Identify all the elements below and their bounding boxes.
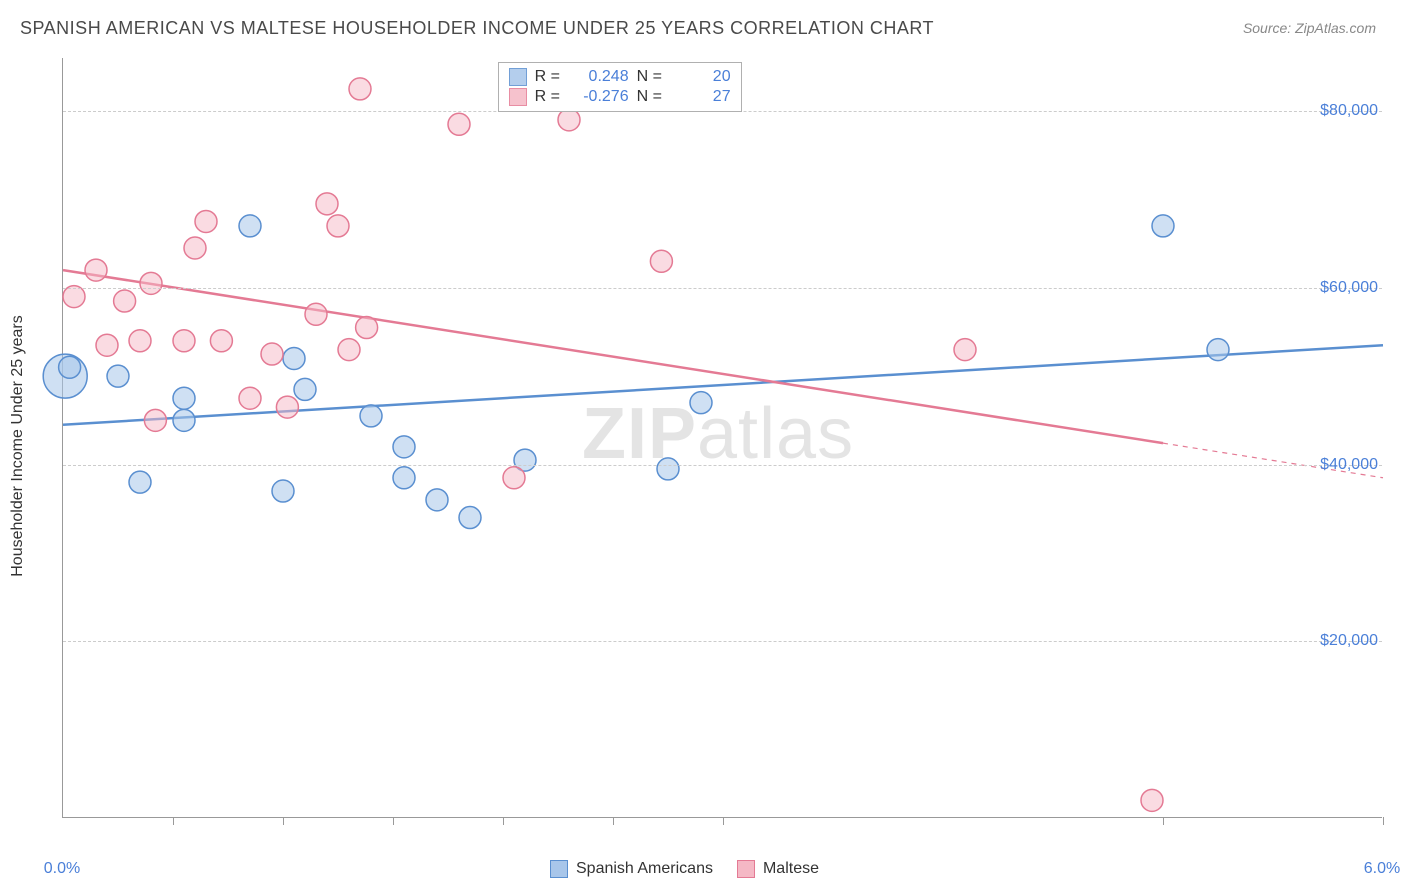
scatter-point xyxy=(503,467,525,489)
scatter-point xyxy=(1141,789,1163,811)
y-gridline xyxy=(63,288,1382,289)
scatter-point xyxy=(360,405,382,427)
scatter-point xyxy=(1152,215,1174,237)
scatter-point xyxy=(140,272,162,294)
scatter-point xyxy=(690,392,712,414)
scatter-point xyxy=(1207,339,1229,361)
scatter-point xyxy=(114,290,136,312)
scatter-point xyxy=(261,343,283,365)
scatter-point xyxy=(85,259,107,281)
scatter-point xyxy=(349,78,371,100)
x-tick xyxy=(723,817,724,825)
chart-title: SPANISH AMERICAN VS MALTESE HOUSEHOLDER … xyxy=(20,18,934,39)
x-tick-label-min: 0.0% xyxy=(44,860,80,878)
r-label: R = xyxy=(535,88,563,106)
legend-swatch xyxy=(509,68,527,86)
regression-line xyxy=(63,270,1163,443)
scatter-point xyxy=(459,507,481,529)
legend-bottom: Spanish Americans Maltese xyxy=(550,860,819,878)
scatter-point xyxy=(195,210,217,232)
scatter-point xyxy=(129,471,151,493)
scatter-point xyxy=(294,378,316,400)
n-value: 20 xyxy=(673,68,731,86)
scatter-point xyxy=(129,330,151,352)
scatter-point xyxy=(283,347,305,369)
scatter-point xyxy=(448,113,470,135)
scatter-point xyxy=(327,215,349,237)
x-tick xyxy=(1163,817,1164,825)
legend-item-spanish: Spanish Americans xyxy=(550,860,713,878)
y-tick-label: $60,000 xyxy=(1320,279,1384,297)
scatter-point xyxy=(184,237,206,259)
y-tick-label: $40,000 xyxy=(1320,456,1384,474)
scatter-point xyxy=(426,489,448,511)
scatter-point xyxy=(393,467,415,489)
r-value: -0.276 xyxy=(571,88,629,106)
legend-swatch-pink xyxy=(737,860,755,878)
legend-item-maltese: Maltese xyxy=(737,860,819,878)
y-gridline xyxy=(63,465,1382,466)
chart-plot-area: $20,000 $40,000 $60,000 $80,000 xyxy=(62,58,1382,818)
r-label: R = xyxy=(535,68,563,86)
scatter-point xyxy=(144,409,166,431)
x-tick xyxy=(1383,817,1384,825)
legend-swatch xyxy=(509,88,527,106)
n-label: N = xyxy=(637,88,665,106)
y-axis-label: Householder Income Under 25 years xyxy=(9,315,27,576)
n-label: N = xyxy=(637,68,665,86)
legend-stats-row: R = -0.276 N = 27 xyxy=(509,87,731,107)
x-tick xyxy=(283,817,284,825)
scatter-point xyxy=(239,387,261,409)
scatter-point xyxy=(393,436,415,458)
x-tick-label-max: 6.0% xyxy=(1364,860,1400,878)
scatter-point xyxy=(558,109,580,131)
legend-stats-box: R = 0.248 N = 20 R = -0.276 N = 27 xyxy=(498,62,742,112)
x-tick xyxy=(173,817,174,825)
legend-stats-row: R = 0.248 N = 20 xyxy=(509,67,731,87)
scatter-point xyxy=(239,215,261,237)
x-tick xyxy=(613,817,614,825)
legend-label-spanish: Spanish Americans xyxy=(576,860,713,878)
source-attribution: Source: ZipAtlas.com xyxy=(1243,20,1376,36)
legend-label-maltese: Maltese xyxy=(763,860,819,878)
scatter-point xyxy=(650,250,672,272)
x-tick xyxy=(503,817,504,825)
source-label: Source: xyxy=(1243,20,1291,36)
scatter-point xyxy=(173,330,195,352)
scatter-point xyxy=(338,339,360,361)
scatter-point xyxy=(954,339,976,361)
y-tick-label: $20,000 xyxy=(1320,632,1384,650)
scatter-point xyxy=(59,356,81,378)
scatter-point xyxy=(356,317,378,339)
x-tick xyxy=(393,817,394,825)
scatter-point xyxy=(316,193,338,215)
scatter-point xyxy=(657,458,679,480)
scatter-point xyxy=(272,480,294,502)
source-value: ZipAtlas.com xyxy=(1295,20,1376,36)
scatter-point xyxy=(173,409,195,431)
scatter-point xyxy=(276,396,298,418)
y-gridline xyxy=(63,641,1382,642)
scatter-point xyxy=(96,334,118,356)
y-tick-label: $80,000 xyxy=(1320,102,1384,120)
scatter-point xyxy=(173,387,195,409)
scatter-point xyxy=(107,365,129,387)
r-value: 0.248 xyxy=(571,68,629,86)
chart-svg xyxy=(63,58,1382,817)
n-value: 27 xyxy=(673,88,731,106)
scatter-point xyxy=(210,330,232,352)
legend-swatch-blue xyxy=(550,860,568,878)
scatter-point xyxy=(305,303,327,325)
scatter-point xyxy=(63,286,85,308)
